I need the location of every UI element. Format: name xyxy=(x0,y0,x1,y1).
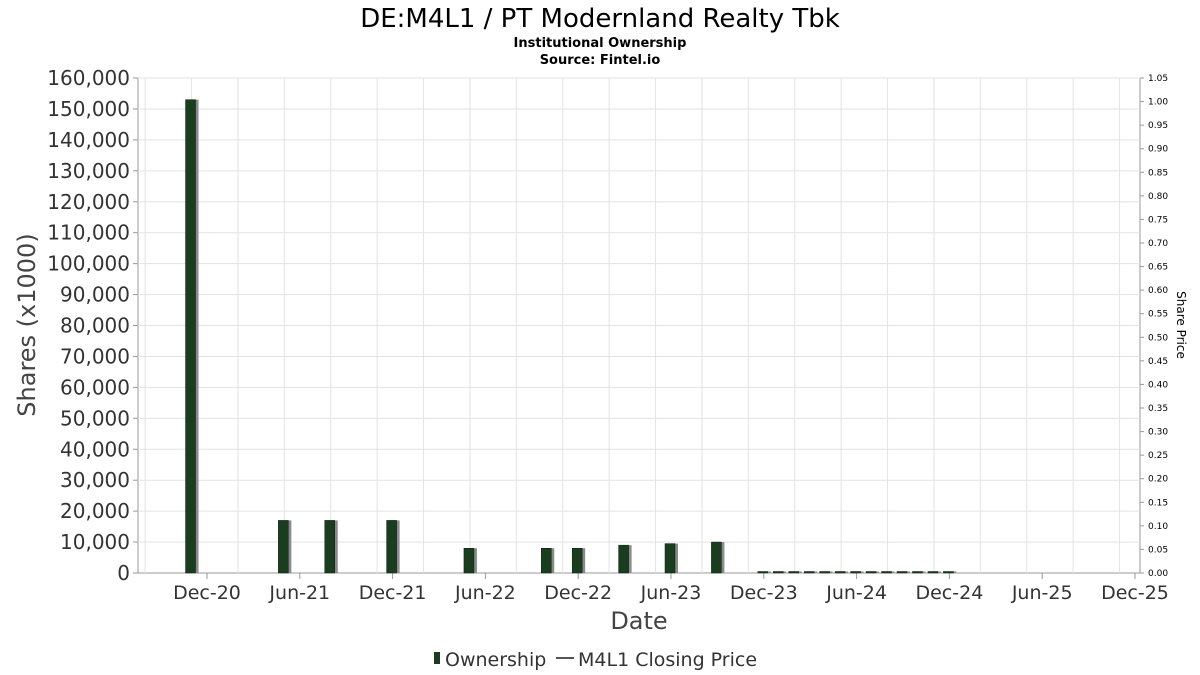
y-tick-label: 100,000 xyxy=(47,252,130,276)
y2-tick-label: 0.85 xyxy=(1148,168,1168,178)
ownership-bar xyxy=(324,520,335,574)
ownership-bar xyxy=(896,571,908,574)
y2-axis-ticks: 0.00 0.05 0.10 0.15 0.20 0.25 0.30 0.35 0.40 0.45… xyxy=(1140,74,1168,579)
y-tick-label: 0 xyxy=(117,561,130,585)
y-tick-label: 40,000 xyxy=(60,437,130,461)
ownership-bar xyxy=(865,571,877,574)
gridlines xyxy=(138,77,1140,573)
ownership-bar xyxy=(711,541,722,574)
y2-tick-label: 0.50 xyxy=(1148,333,1168,343)
y2-tick-label: 0.35 xyxy=(1148,404,1168,414)
ownership-bar xyxy=(541,548,552,574)
ownership-bar xyxy=(571,548,583,574)
y-tick-label: 140,000 xyxy=(47,128,130,152)
y2-tick-label: 0.05 xyxy=(1148,545,1168,555)
chart-source: Source: Fintel.io xyxy=(540,53,661,68)
x-axis-ticks: Dec-20 Jun-21 Dec-21 Jun-22 Dec-22 Jun-23 Dec-… xyxy=(173,573,1169,604)
y2-tick-label: 0.90 xyxy=(1148,145,1168,155)
ownership-bars xyxy=(185,99,957,574)
legend-ownership-label: Ownership xyxy=(445,649,546,671)
y-tick-label: 90,000 xyxy=(60,283,130,307)
y2-tick-label: 1.00 xyxy=(1148,98,1168,108)
ownership-bar xyxy=(927,571,939,574)
y2-tick-label: 0.10 xyxy=(1148,522,1168,532)
ownership-bar xyxy=(618,544,629,574)
y2-tick-label: 0.75 xyxy=(1148,215,1168,225)
y-tick-label: 20,000 xyxy=(60,499,130,523)
ownership-bar xyxy=(773,571,784,574)
y2-tick-label: 0.80 xyxy=(1148,192,1168,202)
y2-tick-label: 0.00 xyxy=(1148,569,1168,579)
ownership-bar xyxy=(664,543,676,574)
ownership-bar xyxy=(850,571,861,574)
x-tick-label: Jun-21 xyxy=(268,582,330,604)
chart-title: DE:M4L1 / PT Modernland Realty Tbk xyxy=(360,4,840,34)
x-tick-label: Dec-24 xyxy=(915,582,983,604)
ownership-bar xyxy=(803,571,815,574)
y2-tick-label: 0.45 xyxy=(1148,357,1168,367)
x-tick-label: Dec-22 xyxy=(544,582,612,604)
x-tick-label: Dec-21 xyxy=(359,582,427,604)
ownership-bar xyxy=(834,571,846,574)
ownership-bar xyxy=(278,520,289,574)
y-tick-label: 30,000 xyxy=(60,468,130,492)
y2-tick-label: 0.70 xyxy=(1148,239,1168,249)
x-tick-label: Dec-23 xyxy=(730,582,798,604)
y-tick-label: 50,000 xyxy=(60,406,130,430)
y-tick-label: 120,000 xyxy=(47,190,130,214)
ownership-bar xyxy=(881,571,892,574)
y-tick-label: 70,000 xyxy=(60,344,130,368)
y2-tick-label: 0.65 xyxy=(1148,263,1168,273)
ownership-bar xyxy=(788,571,799,574)
y2-tick-label: 0.20 xyxy=(1148,475,1168,485)
y2-tick-label: 0.60 xyxy=(1148,286,1168,296)
y-tick-label: 10,000 xyxy=(60,530,130,554)
y-tick-label: 80,000 xyxy=(60,314,130,338)
ownership-bar xyxy=(185,99,196,574)
y2-tick-label: 1.05 xyxy=(1148,74,1168,84)
y2-tick-label: 0.25 xyxy=(1148,451,1168,461)
y-tick-label: 60,000 xyxy=(60,375,130,399)
x-tick-label: Dec-25 xyxy=(1101,582,1169,604)
y-tick-label: 150,000 xyxy=(47,97,130,121)
ownership-bar xyxy=(912,571,923,574)
y2-tick-label: 0.40 xyxy=(1148,380,1168,390)
y2-tick-label: 0.55 xyxy=(1148,310,1168,320)
chart-subtitle: Institutional Ownership xyxy=(514,36,687,51)
y2-tick-label: 0.30 xyxy=(1148,428,1168,438)
legend: Ownership M4L1 Closing Price xyxy=(434,649,757,671)
x-tick-label: Jun-25 xyxy=(1011,582,1073,604)
y-axis-ticks: 0 10,000 20,000 30,000 40,000 50,000 60,000 70,… xyxy=(47,66,138,585)
y2-tick-label: 0.95 xyxy=(1148,121,1168,131)
y-tick-label: 130,000 xyxy=(47,159,130,183)
ownership-bar xyxy=(386,520,397,574)
y-axis-label: Shares (x1000) xyxy=(13,233,41,416)
x-tick-label: Jun-23 xyxy=(640,582,702,604)
ownership-bar xyxy=(757,571,769,574)
legend-ownership-swatch xyxy=(434,652,440,664)
ownership-bar xyxy=(943,571,954,574)
legend-price-label: M4L1 Closing Price xyxy=(578,649,757,671)
ownership-bar xyxy=(819,571,830,574)
x-axis-label: Date xyxy=(610,607,667,635)
x-tick-label: Jun-24 xyxy=(825,582,887,604)
y-tick-label: 110,000 xyxy=(47,221,130,245)
y2-axis-label: Share Price xyxy=(1174,291,1188,359)
x-tick-label: Dec-20 xyxy=(173,582,241,604)
y-tick-label: 160,000 xyxy=(47,66,130,90)
ownership-bar xyxy=(463,548,475,574)
x-tick-label: Jun-22 xyxy=(454,582,516,604)
y2-tick-label: 0.15 xyxy=(1148,498,1168,508)
